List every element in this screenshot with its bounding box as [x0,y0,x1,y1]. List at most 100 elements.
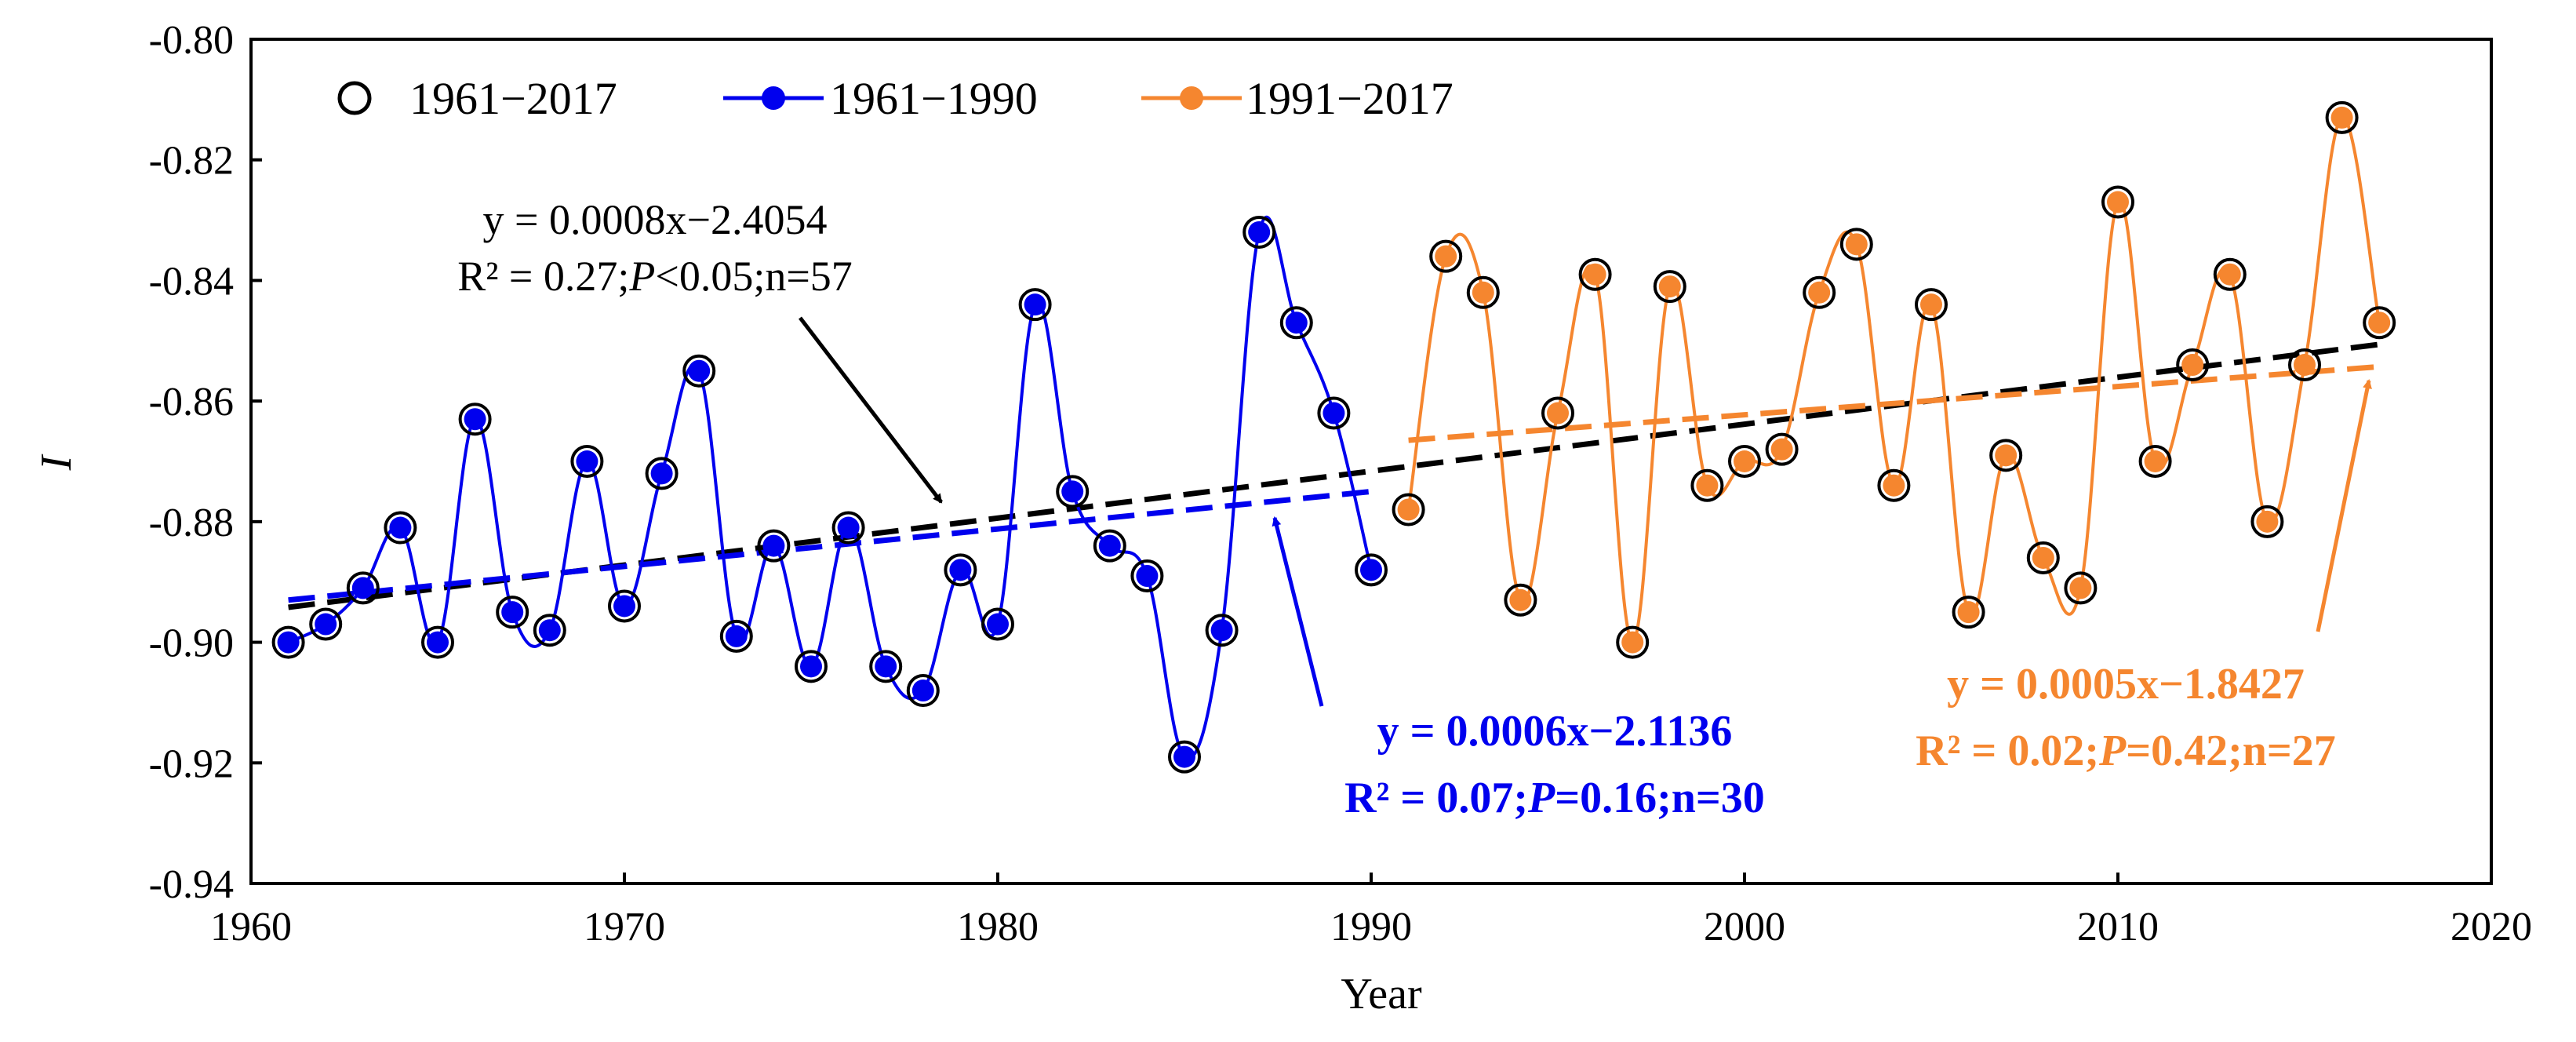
data-point-open [1803,275,1836,309]
data-point-filled [987,613,1009,636]
annotation-all-equation: y = 0.0008x−2.4054 [483,196,828,243]
data-point-filled [277,631,300,654]
data-point-open [271,625,305,659]
data-point-open [1429,239,1463,273]
data-point-open [1765,432,1799,466]
data-point-open [533,614,566,647]
y-tick-label: -0.88 [149,501,234,545]
trendlines [288,341,2380,610]
data-point-open [1168,740,1201,774]
data-point-open [496,596,529,629]
data-point-filled [315,613,337,636]
data-point-filled [2144,450,2167,472]
data-point-filled [1435,245,1457,268]
data-point-filled [389,516,412,539]
data-point-open [1279,306,1313,340]
data-point-filled [1734,450,1756,472]
data-point-open [1205,614,1239,647]
data-point-filled [1920,293,1942,316]
legend-marker-blue [762,86,785,110]
legend-label-1961-1990: 1961−1990 [830,73,1038,124]
legend-marker-orange [1180,86,1203,110]
data-point-open [1578,257,1612,291]
data-point-filled [1323,402,1345,424]
trend-1961-1990 [288,488,1372,603]
data-point-filled [2032,546,2054,569]
data-point-filled [538,619,561,642]
data-point-filled [1547,402,1569,424]
data-point-open [981,607,1014,641]
data-point-open [1653,270,1686,304]
annotation-late-stats: R² = 0.02;P=0.42;n=27 [1916,727,2336,775]
data-point-filled [911,679,934,702]
x-tick-label: 2020 [2450,905,2532,949]
y-tick-label: -0.94 [149,862,234,907]
annotation-all-stats: R² = 0.27;P<0.05;n=57 [457,253,853,300]
data-point-open [2325,100,2359,134]
data-point-filled [464,408,486,431]
data-point-filled [1061,480,1084,503]
annotation-all: y = 0.0008x−2.4054 R² = 0.27;P<0.05;n=57 [457,196,943,504]
data-point-open [1317,396,1351,430]
x-tick-label: 1980 [957,905,1039,949]
data-point-filled [1845,233,1868,256]
data-point-open [1952,596,1985,629]
data-point-open [1877,468,1911,502]
y-tick-label: -0.90 [149,621,234,666]
data-point-open [458,403,492,436]
data-point-filled [1883,474,1905,497]
y-axis-title: I [32,454,81,471]
x-tick-label: 2000 [1704,905,1785,949]
data-point-open [2101,185,2134,219]
data-point-filled [1770,438,1793,461]
data-point-filled [1136,565,1159,588]
data-point-filled [1360,559,1382,581]
x-tick-label: 1990 [1330,905,1412,949]
legend-label-1961-2017: 1961−2017 [409,73,617,124]
data-point-open [1839,228,1873,261]
x-tick-label: 2010 [2077,905,2159,949]
x-tick-label: 1970 [584,905,665,949]
data-point-open [2213,257,2247,291]
data-point-filled [2294,354,2316,377]
data-point-filled [800,655,822,678]
data-point-filled [1397,498,1420,521]
data-point-open [757,529,791,563]
data-point-filled [1584,263,1606,286]
data-point-open [309,607,343,641]
data-point-open [421,625,454,659]
legend: 1961−2017 1961−1990 1991−2017 [337,73,1454,124]
y-tick-label: -0.84 [149,259,234,304]
data-point-filled [1210,619,1233,642]
data-point-open [608,589,641,623]
data-point-filled [1285,312,1308,334]
data-point-filled [1696,474,1719,497]
data-point-filled [2181,354,2204,377]
data-point-open [2064,571,2098,605]
data-point-open [1130,559,1164,593]
data-point-open [1093,529,1126,563]
data-point-open [1915,288,1948,322]
series-markers [271,100,2396,774]
data-point-filled [1173,745,1195,768]
data-point-open [1541,396,1574,430]
data-point-open [2250,505,2284,538]
data-point-open [1989,439,2023,472]
data-point-open [1355,553,1388,587]
x-axis-title: Year [1341,970,1422,1018]
data-point-filled [875,655,897,678]
legend-marker-open-circle [337,81,372,115]
data-point-filled [2256,510,2279,533]
data-point-filled [725,625,748,647]
data-point-filled [2218,263,2241,286]
data-point-open [1243,215,1276,249]
data-point-open [1690,468,1724,502]
data-point-filled [1098,534,1121,557]
annotation-early: y = 0.0006x−2.1136 R² = 0.07;P=0.16;n=30 [1272,516,1765,822]
data-point-filled [1995,444,2018,467]
data-point-filled [2368,312,2391,334]
data-point-open [1728,445,1761,478]
data-point-open [1616,625,1650,659]
data-point-open [682,354,716,388]
y-tick-label: -0.92 [149,741,234,786]
